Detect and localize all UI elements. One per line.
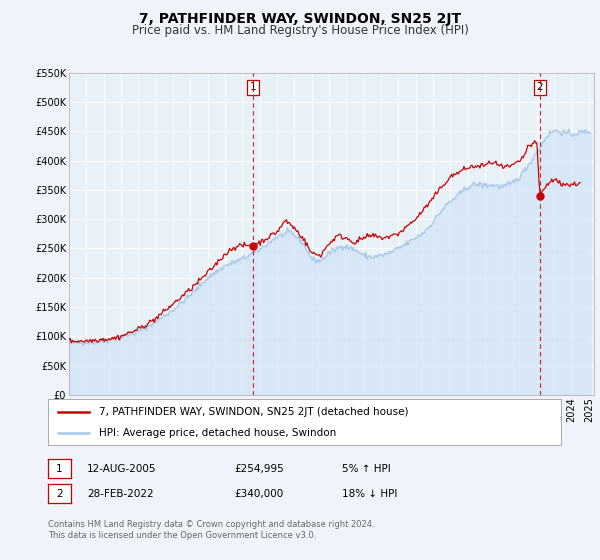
Text: HPI: Average price, detached house, Swindon: HPI: Average price, detached house, Swin… bbox=[100, 428, 337, 438]
Text: 1: 1 bbox=[56, 464, 63, 474]
Text: 7, PATHFINDER WAY, SWINDON, SN25 2JT (detached house): 7, PATHFINDER WAY, SWINDON, SN25 2JT (de… bbox=[100, 407, 409, 417]
Text: 2: 2 bbox=[536, 82, 543, 92]
Text: £254,995: £254,995 bbox=[234, 464, 284, 474]
Text: 1: 1 bbox=[250, 82, 256, 92]
Text: 7, PATHFINDER WAY, SWINDON, SN25 2JT: 7, PATHFINDER WAY, SWINDON, SN25 2JT bbox=[139, 12, 461, 26]
Text: 2: 2 bbox=[56, 489, 63, 499]
Text: Price paid vs. HM Land Registry's House Price Index (HPI): Price paid vs. HM Land Registry's House … bbox=[131, 24, 469, 37]
Text: 28-FEB-2022: 28-FEB-2022 bbox=[87, 489, 154, 499]
Text: 5% ↑ HPI: 5% ↑ HPI bbox=[342, 464, 391, 474]
Text: £340,000: £340,000 bbox=[234, 489, 283, 499]
Text: Contains HM Land Registry data © Crown copyright and database right 2024.
This d: Contains HM Land Registry data © Crown c… bbox=[48, 520, 374, 540]
Text: 18% ↓ HPI: 18% ↓ HPI bbox=[342, 489, 397, 499]
Text: 12-AUG-2005: 12-AUG-2005 bbox=[87, 464, 157, 474]
